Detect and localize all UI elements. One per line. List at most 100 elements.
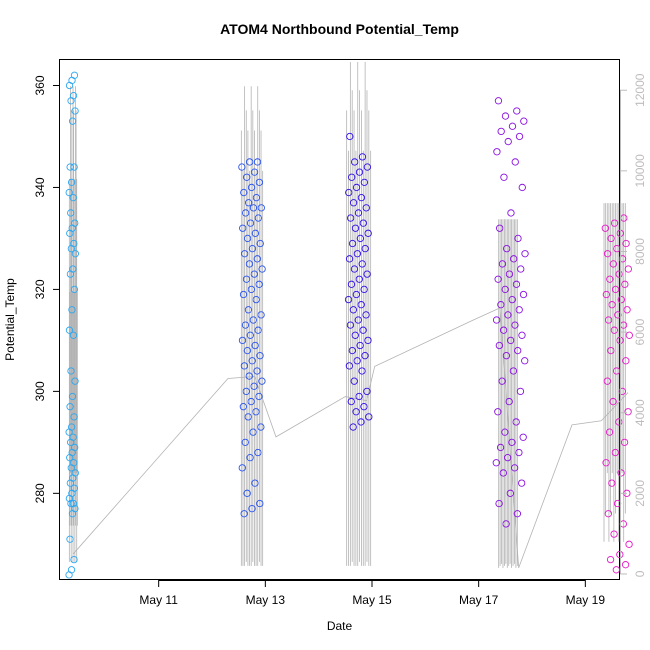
data-point <box>615 418 623 426</box>
data-point <box>242 387 250 396</box>
data-point <box>67 566 76 574</box>
data-point <box>69 433 77 441</box>
data-point <box>345 255 354 263</box>
data-point <box>601 224 609 232</box>
data-point <box>505 270 514 278</box>
data-point <box>250 168 259 176</box>
y2-tick-label: 8000 <box>633 238 647 265</box>
data-point <box>246 158 254 166</box>
data-point <box>69 265 77 273</box>
data-point <box>70 413 78 421</box>
data-point <box>502 352 511 360</box>
data-point <box>364 229 372 237</box>
data-point <box>346 214 355 222</box>
data-point <box>254 214 262 222</box>
data-point <box>71 219 79 227</box>
data-point <box>607 346 615 355</box>
data-point <box>363 163 371 171</box>
data-point <box>68 392 77 401</box>
data-point <box>510 464 519 472</box>
data-point <box>256 239 264 248</box>
data-point <box>255 280 263 288</box>
data-point <box>351 331 359 339</box>
data-point <box>353 250 362 258</box>
data-point <box>360 403 368 411</box>
data-point <box>240 510 248 518</box>
data-point <box>356 341 364 350</box>
data-point <box>258 377 266 385</box>
data-point <box>518 479 526 487</box>
data-point <box>496 443 505 452</box>
data-point <box>362 204 370 212</box>
data-point <box>603 250 612 258</box>
data-point <box>618 255 627 263</box>
data-point <box>70 71 79 79</box>
data-point <box>359 326 367 334</box>
data-point <box>513 107 521 115</box>
data-point <box>251 341 259 350</box>
data-point <box>243 489 251 497</box>
data-point <box>621 561 630 569</box>
data-point <box>507 336 515 345</box>
data-point <box>67 499 75 508</box>
data-point <box>604 510 612 518</box>
data-point <box>239 224 247 232</box>
data-point <box>511 321 519 329</box>
data-point <box>616 550 624 559</box>
data-point <box>624 265 632 273</box>
data-point <box>348 173 356 181</box>
data-point <box>239 290 248 299</box>
data-point <box>346 321 355 329</box>
data-point <box>351 158 359 166</box>
data-point <box>620 438 629 447</box>
data-point <box>65 326 74 334</box>
data-point <box>509 367 518 375</box>
data-point <box>503 244 511 253</box>
y2-tick-label: 4000 <box>633 399 647 426</box>
y-tick-label: 320 <box>33 279 47 299</box>
data-point <box>357 193 366 202</box>
data-point <box>354 316 362 324</box>
y2-tick-label: 2000 <box>633 480 647 507</box>
data-point <box>349 199 358 207</box>
data-point <box>71 377 79 385</box>
data-point <box>624 408 632 416</box>
chart-title: ATOM4 Northbound Potential_Temp <box>220 21 459 37</box>
data-point <box>501 112 510 120</box>
data-point <box>249 428 257 436</box>
data-point <box>70 555 78 564</box>
data-point <box>512 280 521 288</box>
data-point <box>361 244 369 253</box>
y2-tick-label: 12000 <box>633 73 647 107</box>
data-point <box>247 397 255 406</box>
y2-tick-label: 6000 <box>633 318 647 345</box>
data-point <box>519 433 527 441</box>
y-tick-label: 280 <box>33 483 47 503</box>
data-point <box>258 265 266 273</box>
data-point <box>611 285 620 294</box>
data-point <box>352 408 360 416</box>
data-point <box>622 239 630 248</box>
data-point <box>500 173 508 181</box>
data-point <box>248 244 257 253</box>
data-point <box>507 209 515 217</box>
data-point <box>253 367 261 375</box>
data-point <box>257 423 265 431</box>
data-point <box>621 280 629 288</box>
data-point <box>508 295 516 304</box>
data-point <box>251 479 259 487</box>
data-point <box>243 173 251 181</box>
data-point <box>350 377 358 385</box>
data-point <box>69 193 77 202</box>
data-point <box>68 117 77 125</box>
data-point <box>349 423 357 431</box>
data-point <box>610 326 618 334</box>
data-point <box>252 193 261 202</box>
data-point <box>238 163 246 171</box>
x-tick-label: May 19 <box>566 593 606 607</box>
data-point <box>252 295 260 304</box>
data-point <box>254 326 262 334</box>
data-point <box>67 367 75 375</box>
data-point <box>498 377 506 385</box>
